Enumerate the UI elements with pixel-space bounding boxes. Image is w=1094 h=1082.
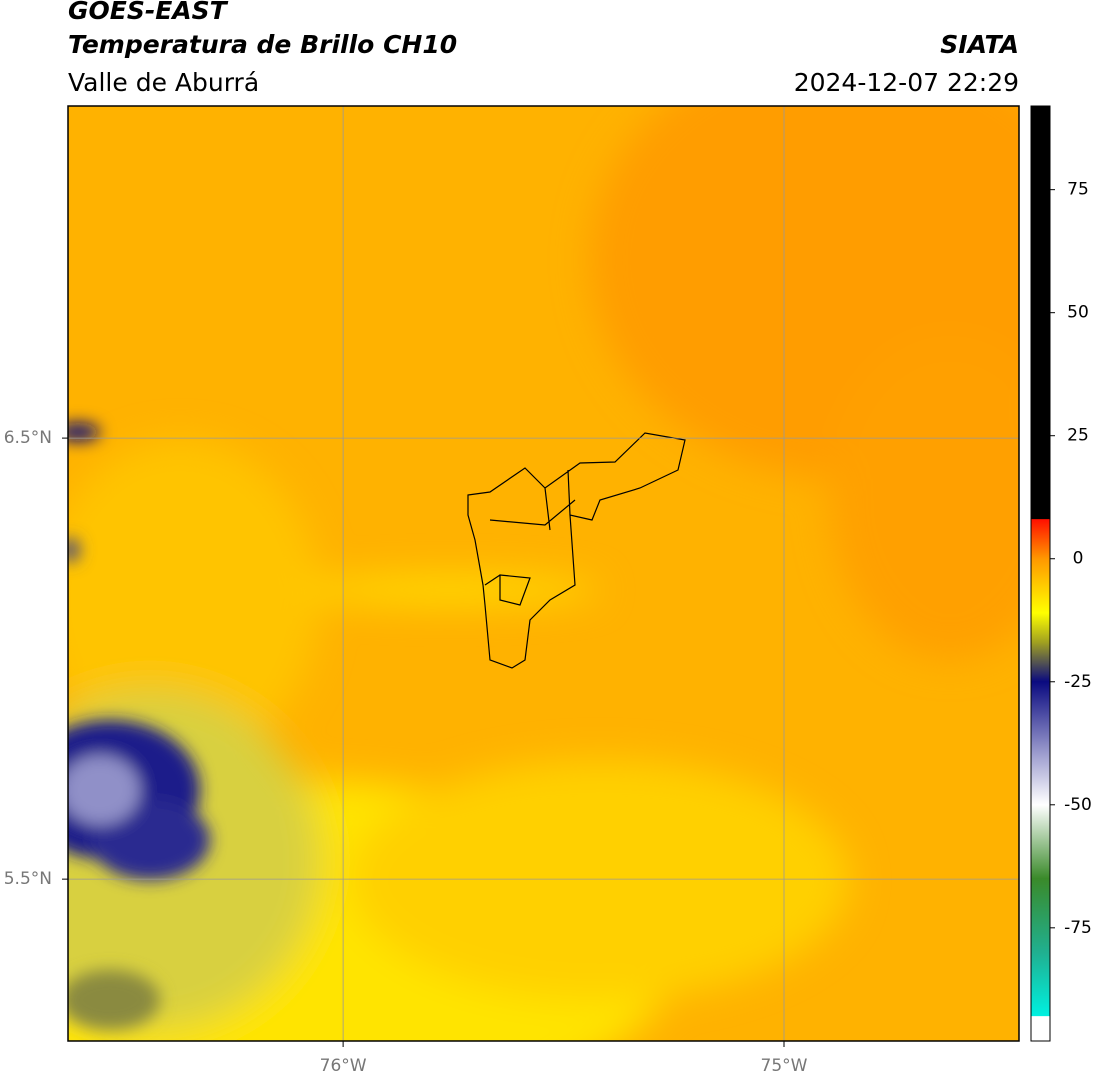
colorbar-tick-label: -50	[1064, 795, 1092, 815]
datetime: 2024-12-07 22:29	[794, 68, 1019, 97]
colorbar	[1030, 105, 1051, 1042]
y-tick-label: 6.5°N	[4, 428, 52, 448]
colorbar-tick-label: 75	[1067, 180, 1089, 200]
map-frame	[67, 105, 1020, 1042]
y-tick-label: 5.5°N	[4, 869, 52, 889]
colorbar-tick-label: 25	[1067, 426, 1089, 446]
colorbar-tick-label: -25	[1064, 672, 1092, 692]
map-field	[68, 106, 1019, 1041]
valley-outline	[467, 432, 686, 669]
region: Valle de Aburrá	[68, 68, 259, 97]
title: GOES-EAST	[68, 0, 229, 25]
x-tick-label: 75°W	[761, 1056, 808, 1076]
grid	[68, 106, 1019, 1041]
x-tick-label: 76°W	[320, 1056, 367, 1076]
colorbar-tick-label: -75	[1064, 918, 1092, 938]
subtitle: Temperatura de Brillo CH10	[68, 30, 457, 59]
colorbar-tick-label: 0	[1073, 549, 1084, 569]
source: SIATA	[940, 30, 1019, 59]
colorbar-tick-label: 50	[1067, 303, 1089, 323]
